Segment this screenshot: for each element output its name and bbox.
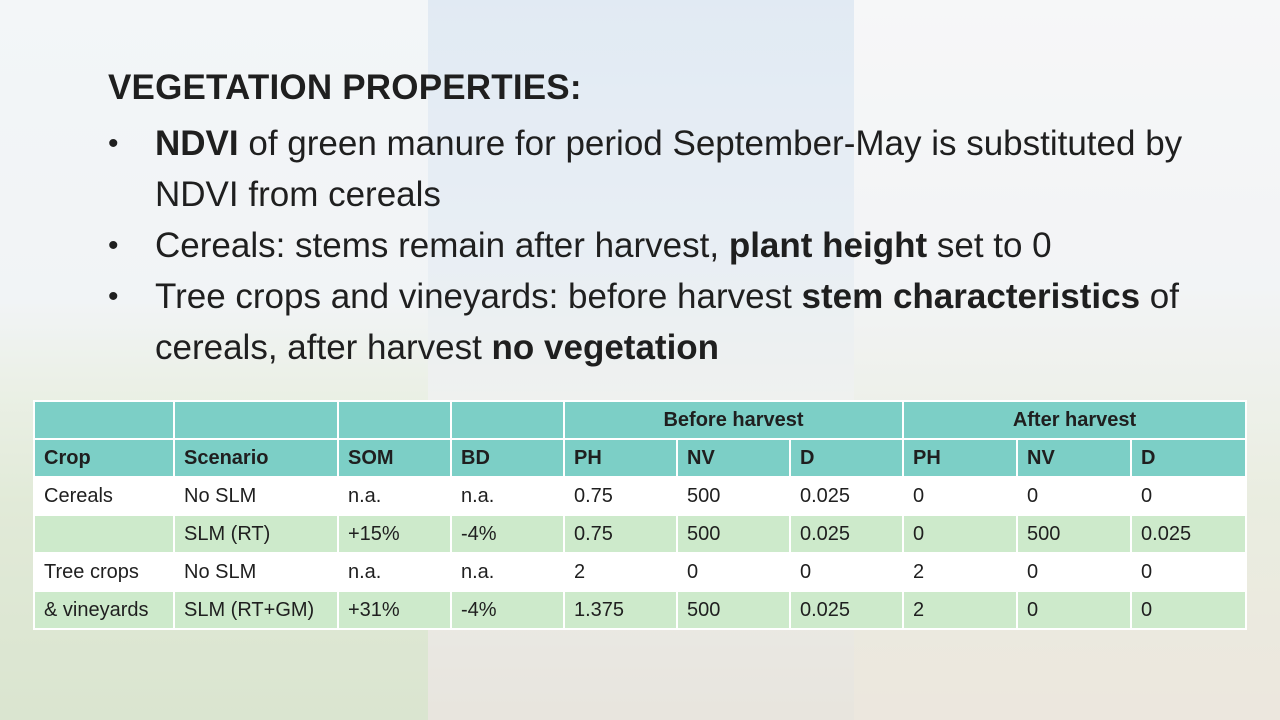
- table-header-row: Crop Scenario SOM BD PH NV D PH NV D: [33, 438, 1248, 478]
- bullet-list: • NDVI of green manure for period Septemb…: [108, 118, 1208, 373]
- table-cell: 0.75: [563, 476, 678, 516]
- column-header: NV: [1016, 438, 1133, 478]
- table-cell: 0: [1130, 552, 1248, 592]
- table-cell: 0.025: [788, 590, 905, 630]
- table-cell: No SLM: [173, 476, 339, 516]
- table-row: Cereals No SLM n.a. n.a. 0.75 500 0.025 0 0 0: [33, 476, 1248, 516]
- column-header: Crop: [33, 438, 175, 478]
- table-cell: [33, 400, 175, 440]
- table-row: & vineyards SLM (RT+GM) +31% -4% 1.375 500 0.0…: [33, 590, 1248, 630]
- table-cell: & vineyards: [33, 590, 175, 630]
- table-cell: Cereals: [33, 476, 175, 516]
- bullet-icon: •: [108, 127, 119, 160]
- table-cell: n.a.: [337, 476, 452, 516]
- bullet-text: Tree crops and vineyards: before harvest: [155, 277, 802, 316]
- table-cell: [33, 514, 175, 554]
- vegetation-table: Before harvest After harvest Crop Scenari…: [33, 400, 1248, 630]
- table-cell: 0: [902, 476, 1019, 516]
- bullet-bold: stem characteristics: [801, 277, 1141, 316]
- table-cell: [450, 400, 565, 440]
- bullet-icon: •: [108, 280, 119, 313]
- table-cell: n.a.: [450, 476, 565, 516]
- table-body: Cereals No SLM n.a. n.a. 0.75 500 0.025 0 0 0 SLM …: [33, 476, 1248, 630]
- table-cell: 500: [676, 590, 791, 630]
- column-header: BD: [450, 438, 565, 478]
- table-cell: No SLM: [173, 552, 339, 592]
- column-header: NV: [676, 438, 791, 478]
- bullet-text: Cereals: stems remain after harvest,: [155, 226, 729, 265]
- table-cell: 2: [563, 552, 678, 592]
- table-cell: SLM (RT+GM): [173, 590, 339, 630]
- table-cell: 0: [1130, 476, 1248, 516]
- table-cell: 0: [902, 514, 1019, 554]
- bullet-item-tree-crops: • Tree crops and vineyards: before harves…: [108, 271, 1208, 373]
- table-cell: [337, 400, 452, 440]
- table-cell: 0.025: [1130, 514, 1248, 554]
- table-cell: 500: [676, 476, 791, 516]
- slide-title: VEGETATION PROPERTIES:: [108, 68, 582, 107]
- table-cell: n.a.: [450, 552, 565, 592]
- table-cell: Tree crops: [33, 552, 175, 592]
- table-cell: 2: [902, 590, 1019, 630]
- table-cell: -4%: [450, 514, 565, 554]
- bullet-icon: •: [108, 229, 119, 262]
- table-cell: 0: [1016, 590, 1133, 630]
- table-cell: +31%: [337, 590, 452, 630]
- table-cell: 500: [1016, 514, 1133, 554]
- after-harvest-header: After harvest: [902, 400, 1248, 440]
- table-row: SLM (RT) +15% -4% 0.75 500 0.025 0 500 0.025: [33, 514, 1248, 554]
- table-cell: 0: [1016, 476, 1133, 516]
- bullet-item-ndvi: • NDVI of green manure for period Septemb…: [108, 118, 1208, 220]
- table-cell: 0.75: [563, 514, 678, 554]
- table-cell: 0: [1016, 552, 1133, 592]
- table-cell: +15%: [337, 514, 452, 554]
- column-header: PH: [563, 438, 678, 478]
- column-header: D: [788, 438, 905, 478]
- bullet-text: of green manure for period September-May…: [155, 124, 1183, 214]
- table-cell: SLM (RT): [173, 514, 339, 554]
- table-cell: 0: [1130, 590, 1248, 630]
- bullet-bold: no vegetation: [491, 328, 720, 367]
- column-header: PH: [902, 438, 1019, 478]
- table-cell: 0.025: [788, 514, 905, 554]
- table-cell: 500: [676, 514, 791, 554]
- table-cell: -4%: [450, 590, 565, 630]
- column-header: SOM: [337, 438, 452, 478]
- table-row: Tree crops No SLM n.a. n.a. 2 0 0 2 0 0: [33, 552, 1248, 592]
- before-harvest-header: Before harvest: [562, 400, 905, 440]
- table-cell: 1.375: [563, 590, 678, 630]
- column-header: D: [1130, 438, 1248, 478]
- table-group-header-row: Before harvest After harvest: [33, 400, 1248, 440]
- bullet-bold: NDVI: [155, 124, 239, 163]
- table-cell: 0: [676, 552, 791, 592]
- bullet-item-cereals: • Cereals: stems remain after harvest, pl…: [108, 220, 1208, 271]
- table-cell: 2: [902, 552, 1019, 592]
- bullet-bold: plant height: [728, 226, 928, 265]
- table-cell: n.a.: [337, 552, 452, 592]
- bullet-text: of cereals, after harvest: [155, 277, 1179, 367]
- column-header: Scenario: [173, 438, 339, 478]
- table-cell: 0: [788, 552, 905, 592]
- table-cell: 0.025: [788, 476, 905, 516]
- bullet-text: set to 0: [927, 226, 1052, 265]
- table-cell: [173, 400, 339, 440]
